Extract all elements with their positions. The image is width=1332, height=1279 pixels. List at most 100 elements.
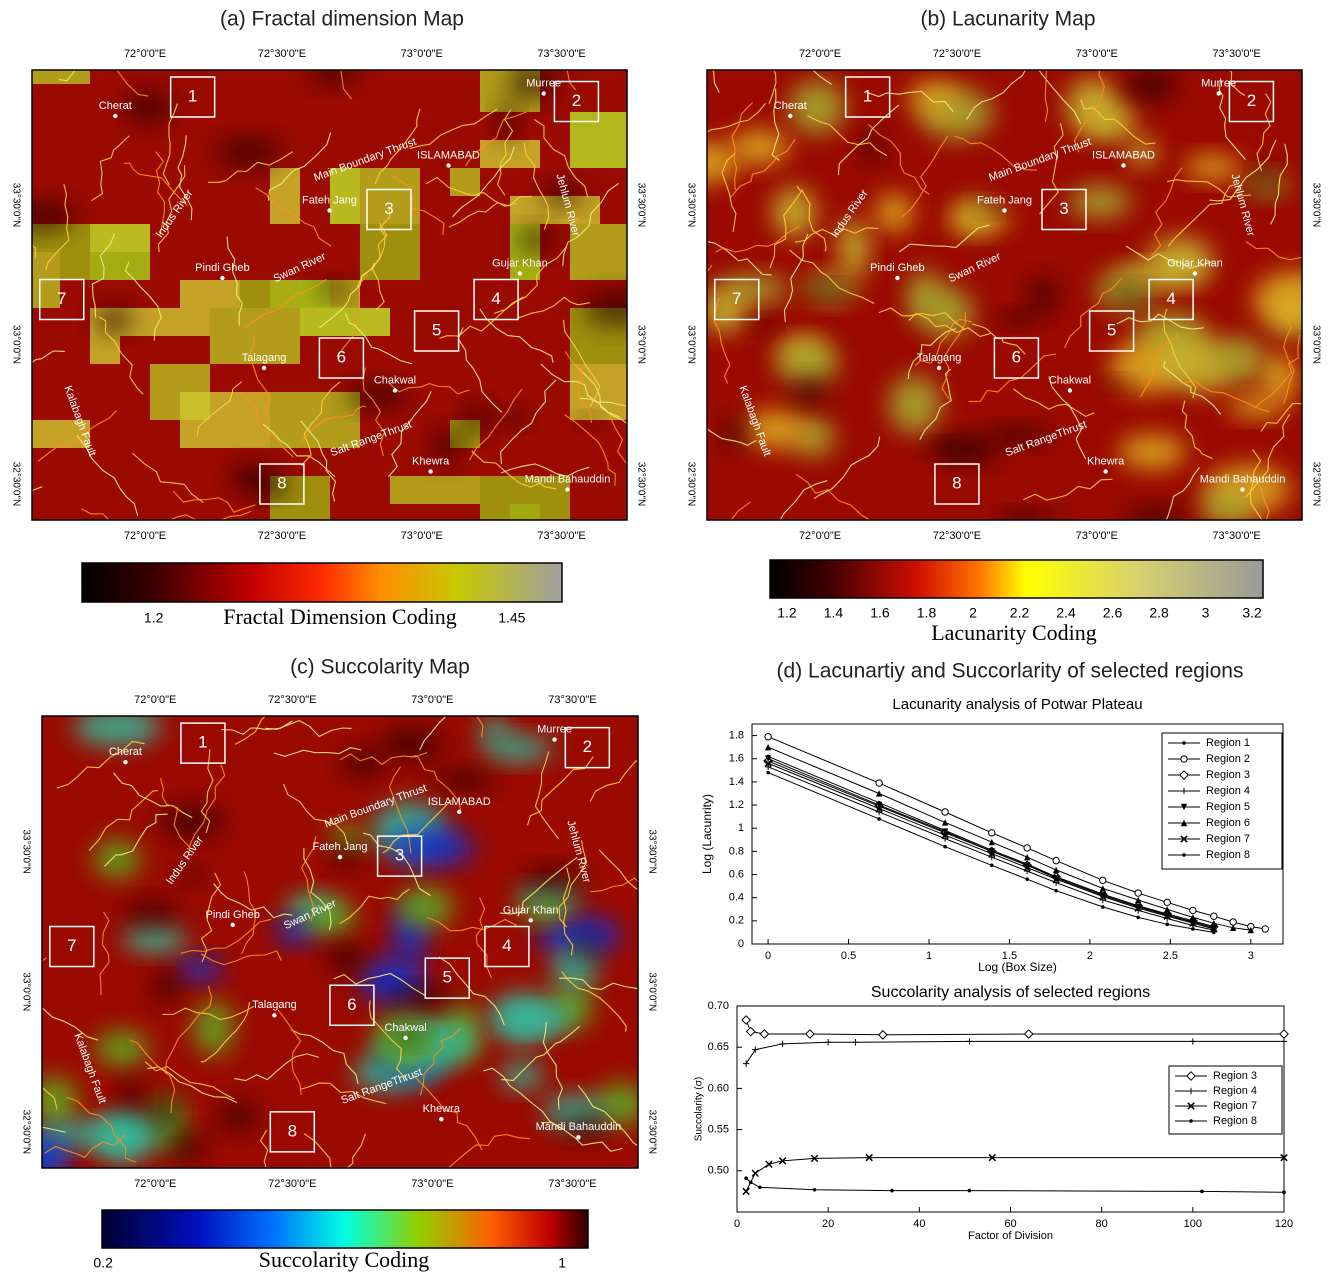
x-tick-label: 120 xyxy=(1275,1218,1293,1230)
map-patch xyxy=(1260,354,1298,403)
place-label: Cherat xyxy=(99,100,132,112)
map-title: (c) Succolarity Map xyxy=(290,656,470,679)
map-title: (a) Fractal dimension Map xyxy=(220,8,464,31)
place-label: Murree xyxy=(1201,77,1236,89)
lon-label: 72°0'0"E xyxy=(134,1178,176,1190)
map-patch xyxy=(478,718,512,741)
lon-label: 72°30'0"E xyxy=(268,1178,316,1190)
data-point xyxy=(877,817,881,821)
series-line xyxy=(746,1158,1284,1192)
panel-title: (d) Lacunartiy and Succorlarity of selec… xyxy=(777,660,1244,683)
data-point xyxy=(1135,897,1141,903)
data-point xyxy=(1190,1038,1196,1044)
lat-label: 33°0'0"N xyxy=(10,325,21,364)
region-label: 6 xyxy=(347,995,356,1014)
lat-label: 33°0'0"N xyxy=(20,972,31,1011)
series-line xyxy=(746,1041,1284,1063)
x-tick-label: 60 xyxy=(1004,1218,1016,1230)
legend-label: Region 8 xyxy=(1206,849,1250,861)
lat-label: 33°30'0"N xyxy=(1310,183,1321,228)
y-tick-label: 1.2 xyxy=(729,799,744,811)
map-patch xyxy=(570,224,660,280)
place-label: Gujar Khan xyxy=(503,904,559,916)
chart-title: Succolarity analysis of selected regions xyxy=(871,984,1150,1001)
region-label: 3 xyxy=(384,199,393,218)
data-point xyxy=(943,845,947,849)
place-dot xyxy=(788,114,792,118)
map-patch xyxy=(450,168,480,196)
x-tick-label: 80 xyxy=(1096,1218,1108,1230)
y-tick-label: 0.6 xyxy=(729,868,744,880)
legend-label: Region 3 xyxy=(1206,769,1250,781)
legend-label: Region 7 xyxy=(1213,1100,1257,1112)
map-shadow xyxy=(792,376,826,407)
map-patch xyxy=(60,252,150,280)
data-point xyxy=(1165,923,1169,927)
map-patch xyxy=(300,308,390,336)
lon-label: 73°30'0"E xyxy=(537,48,585,60)
lat-label: 33°30'0"N xyxy=(646,829,657,874)
y-tick-label: 0 xyxy=(738,938,744,950)
data-point xyxy=(989,830,995,836)
colorbar xyxy=(82,563,562,602)
lon-label: 72°30'0"E xyxy=(268,694,316,706)
y-tick-label: 0.55 xyxy=(708,1124,729,1136)
place-dot xyxy=(446,163,450,167)
map-patch xyxy=(570,112,660,168)
data-point xyxy=(760,1030,768,1038)
map-patch xyxy=(1119,434,1186,469)
x-tick-label: 0.5 xyxy=(841,950,856,962)
series-line xyxy=(746,1178,1284,1192)
lon-label: 72°30'0"E xyxy=(258,48,306,60)
map-patch xyxy=(907,270,942,325)
data-point xyxy=(1281,1038,1287,1044)
place-label: Talagang xyxy=(917,352,962,364)
place-label: ISLAMABAD xyxy=(417,149,480,161)
place-label: Khewra xyxy=(423,1103,461,1115)
colorbar-tick-label: 1.45 xyxy=(498,610,525,626)
data-point xyxy=(1024,854,1030,860)
region-label: 8 xyxy=(277,473,286,492)
data-point xyxy=(1136,916,1140,920)
lat-label: 32°30'0"N xyxy=(685,462,696,507)
map-patch xyxy=(480,140,540,168)
place-dot xyxy=(542,91,546,95)
place-label: Chakwal xyxy=(1049,374,1091,386)
data-point xyxy=(1135,890,1141,896)
map-patch xyxy=(180,420,270,448)
map-shadow xyxy=(433,770,495,792)
y-tick-label: 1.6 xyxy=(729,753,744,765)
data-point xyxy=(942,819,948,825)
map-patch xyxy=(510,504,540,532)
region-label: 2 xyxy=(1247,91,1256,110)
map-shadow xyxy=(341,748,383,778)
data-point xyxy=(765,744,771,750)
place-dot xyxy=(327,208,331,212)
legend-label: Region 8 xyxy=(1213,1115,1257,1127)
colorbar-tick-label: 1.6 xyxy=(870,605,890,621)
map-patch xyxy=(194,1000,234,1056)
map-shadow xyxy=(95,304,132,334)
data-point xyxy=(1190,907,1196,913)
data-point xyxy=(1053,867,1059,873)
map-patch xyxy=(120,308,210,336)
place-label: Talagang xyxy=(242,352,287,364)
lat-label: 32°30'0"N xyxy=(1310,462,1321,507)
map-shadow xyxy=(1125,67,1177,103)
map-patch xyxy=(1086,105,1138,140)
x-tick-label: 20 xyxy=(822,1218,834,1230)
region-label: 4 xyxy=(491,289,500,308)
data-point xyxy=(765,734,771,740)
x-axis-label: Factor of Division xyxy=(968,1230,1053,1242)
colorbar-tick-label: 1.2 xyxy=(144,610,164,626)
data-point xyxy=(1025,1030,1033,1038)
place-label: Cherat xyxy=(774,100,807,112)
map-shadow xyxy=(317,280,350,298)
lon-label: 72°0'0"E xyxy=(799,48,841,60)
map-shadow xyxy=(1107,378,1129,391)
legend-marker xyxy=(1182,853,1186,857)
map-shadow xyxy=(583,291,651,328)
y-tick-label: 0.65 xyxy=(708,1041,729,1053)
data-point xyxy=(749,1181,753,1185)
